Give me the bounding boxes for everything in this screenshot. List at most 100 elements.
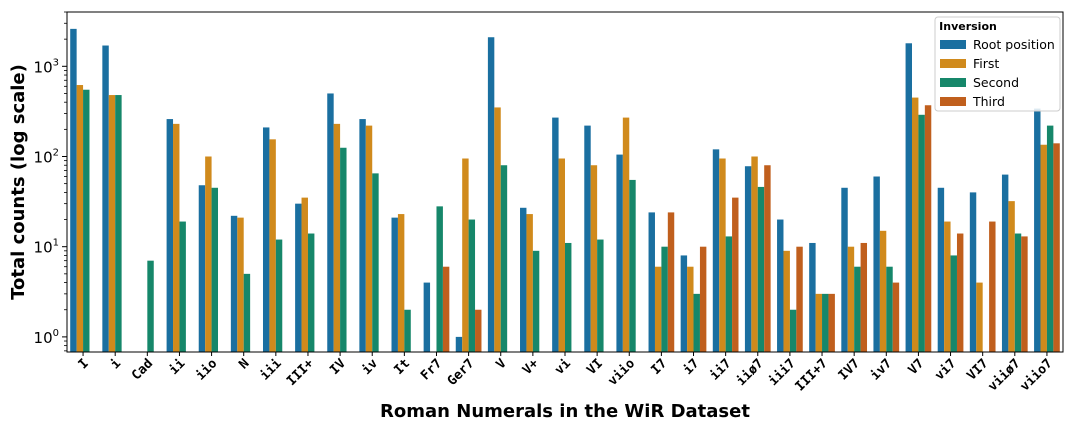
x-tick-label: VI7: [964, 356, 991, 383]
bar-I-root-position: [70, 28, 77, 353]
bar-viiø7-third: [1021, 236, 1028, 352]
x-tick-label: ii7: [707, 356, 734, 383]
bar-iio-first: [205, 156, 212, 352]
bar-Ger7-second: [468, 219, 476, 352]
bar-i7-third: [699, 246, 707, 352]
bar-IV7-third: [860, 242, 868, 352]
bar-ii-second: [179, 221, 186, 352]
bar-VI-first: [590, 165, 598, 352]
bar-iiø7-root-position: [744, 166, 752, 352]
legend-label: Root position: [973, 37, 1055, 52]
bar-I-first: [76, 85, 84, 352]
bar-vi7-second: [950, 255, 957, 352]
bar-vi-root-position: [552, 117, 559, 352]
legend-swatch: [940, 59, 966, 68]
bar-Cad-second: [147, 260, 154, 352]
x-tick-label: III+7: [793, 356, 831, 394]
bar-I-second: [83, 89, 90, 352]
x-tick-label: It: [392, 356, 414, 378]
x-tick-label: V: [493, 356, 509, 372]
bar-ii-root-position: [166, 119, 174, 352]
bar-V7-third: [924, 105, 932, 352]
bar-iii-first: [269, 139, 276, 352]
bar-V7-root-position: [905, 43, 912, 352]
bar-vi-second: [565, 242, 572, 352]
x-tick-label: Fr7: [418, 356, 445, 383]
x-tick-label: viiø7: [985, 356, 1023, 394]
bar-V-first: [494, 107, 501, 353]
bar-iii7-first: [783, 250, 790, 352]
bar-V7-second: [918, 114, 925, 352]
bar-iv7-root-position: [873, 176, 880, 352]
bar-Fr7-third: [442, 266, 450, 352]
legend-swatch: [940, 40, 966, 49]
bar-i-first: [108, 95, 116, 353]
bar-VI7-root-position: [969, 192, 977, 352]
bar-I7-second: [661, 246, 668, 352]
x-tick-label: I7: [649, 356, 671, 378]
y-tick-label: 100: [34, 328, 59, 347]
x-tick-label: VI: [584, 356, 606, 378]
legend-label: First: [973, 56, 999, 71]
bar-N-first: [237, 217, 244, 352]
bar-iv-first: [365, 125, 373, 352]
bar-I7-root-position: [648, 212, 655, 352]
bar-iiø7-first: [751, 156, 758, 352]
bar-ii7-first: [719, 158, 726, 352]
bar-V+-first: [526, 214, 533, 352]
bar-I7-third: [667, 212, 675, 352]
bar-iii-root-position: [262, 127, 270, 352]
bar-iv7-third: [892, 282, 900, 352]
bar-vi7-first: [944, 221, 951, 352]
bar-V7-first: [911, 97, 919, 352]
bar-Ger7-root-position: [455, 336, 463, 352]
bar-IV-second: [340, 147, 347, 352]
x-tick-label: iio: [193, 356, 220, 383]
bar-It-first: [397, 214, 405, 352]
bar-III+7-root-position: [809, 242, 816, 352]
legend-label: Third: [972, 94, 1005, 109]
x-tick-label: viio7: [1017, 356, 1055, 394]
bar-iio-root-position: [198, 185, 206, 352]
bar-viio7-third: [1053, 143, 1060, 352]
bar-N-second: [243, 273, 251, 352]
bar-VI7-first: [976, 282, 983, 352]
x-tick-label: ii: [167, 356, 189, 378]
bar-vi-first: [558, 158, 565, 352]
bar-viiø7-first: [1008, 201, 1015, 352]
x-tick-label: III+: [284, 356, 317, 389]
legend-swatch: [940, 78, 966, 87]
bar-viio7-root-position: [1034, 108, 1041, 352]
x-tick-label: Cad: [129, 356, 156, 383]
bar-iii7-second: [789, 309, 797, 352]
bar-vi7-third: [956, 233, 964, 352]
y-tick-label: 101: [34, 238, 59, 257]
x-tick-label: iv7: [868, 356, 895, 383]
bars-group: [70, 28, 1060, 353]
bar-N-root-position: [230, 215, 238, 352]
bar-Fr7-second: [436, 206, 443, 352]
bar-Ger7-third: [475, 309, 482, 352]
legend-label: Second: [973, 75, 1019, 90]
x-tick-label: i7: [681, 356, 703, 378]
bar-III+-root-position: [295, 203, 302, 352]
bar-iv7-first: [879, 230, 887, 352]
bar-iv-root-position: [359, 119, 366, 352]
bar-ii7-root-position: [712, 149, 720, 352]
bar-viiø7-second: [1014, 233, 1022, 352]
bar-viio-root-position: [616, 154, 623, 352]
bar-iii-second: [275, 239, 283, 352]
bar-viio7-first: [1040, 144, 1047, 352]
legend-title: Inversion: [939, 20, 997, 33]
x-tick-label: N: [236, 356, 252, 372]
y-axis: 100 101 102 103: [34, 11, 67, 352]
bar-iv7-second: [886, 266, 893, 352]
bar-Ger7-first: [462, 158, 469, 352]
bar-VI-second: [597, 239, 604, 352]
bar-III+-first: [301, 197, 308, 352]
bar-iii7-third: [796, 246, 803, 352]
x-tick-label: i: [108, 356, 124, 372]
x-tick-label: V+: [520, 356, 542, 378]
